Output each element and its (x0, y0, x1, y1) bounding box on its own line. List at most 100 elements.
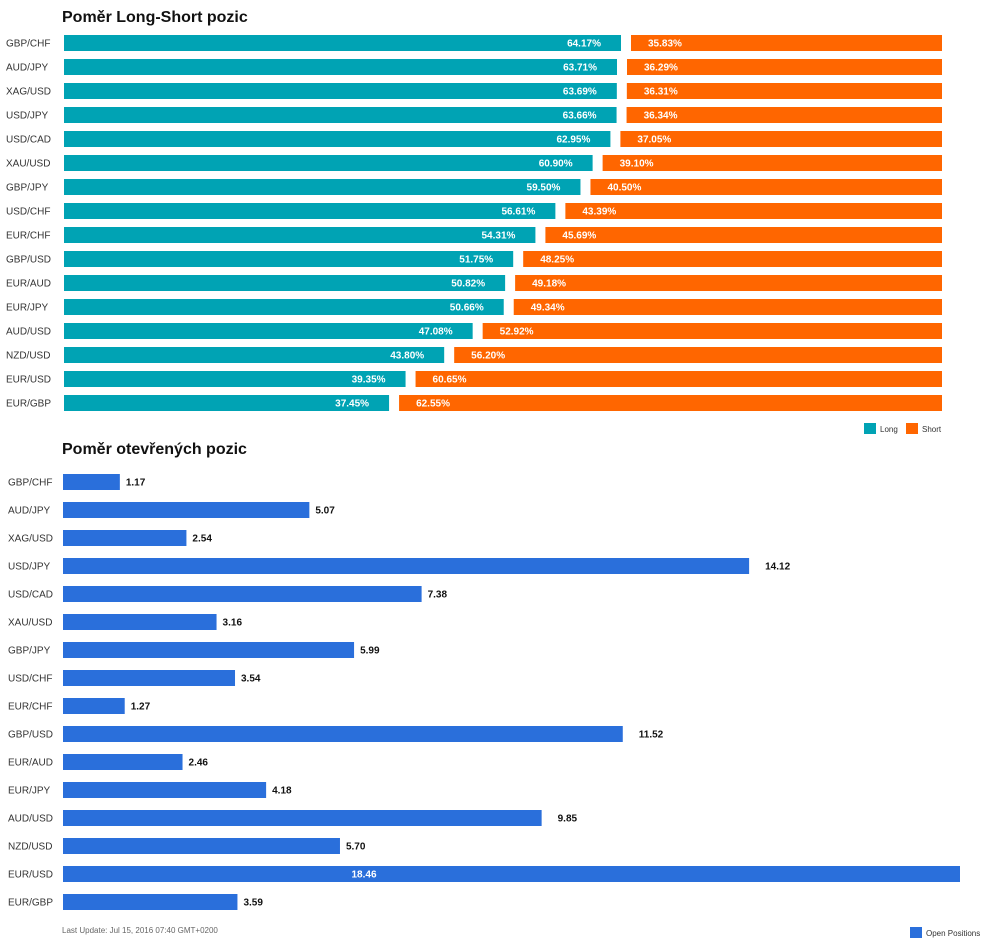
category-label: USD/CHF (6, 207, 50, 218)
short-bar (565, 203, 942, 219)
category-label: USD/CAD (8, 590, 53, 601)
long-bar (64, 299, 504, 315)
category-label: EUR/AUD (6, 279, 51, 290)
open-positions-bar (63, 670, 236, 686)
legend-swatch-short (906, 423, 918, 434)
short-bar (627, 59, 942, 75)
long-value-label: 50.66% (450, 303, 484, 314)
long-value-label: 50.82% (451, 279, 485, 290)
short-value-label: 36.29% (644, 63, 678, 74)
long-bar (64, 107, 617, 123)
bar-value-label: 3.16 (223, 618, 243, 629)
short-value-label: 36.31% (644, 87, 678, 98)
long-short-chart: GBP/CHF 64.17% 35.83% AUD/JPY 63.71% 36.29% XA… (6, 35, 943, 434)
category-label: GBP/USD (6, 255, 51, 266)
short-bar (399, 395, 942, 411)
open-positions-bar (63, 474, 120, 490)
open-positions-bar (63, 530, 187, 546)
bar-value-label: 9.85 (558, 814, 578, 825)
long-bar (64, 275, 506, 291)
category-label: AUD/JPY (6, 63, 49, 74)
category-label: GBP/JPY (6, 183, 49, 194)
long-value-label: 63.66% (563, 111, 597, 122)
bar-value-label: 14.12 (765, 562, 790, 573)
long-bar (64, 59, 618, 75)
category-label: AUD/USD (6, 327, 51, 338)
category-label: EUR/JPY (8, 786, 51, 797)
long-value-label: 51.75% (459, 255, 493, 266)
open-positions-bar (63, 586, 422, 602)
long-value-label: 60.90% (539, 159, 573, 170)
long-bar (64, 395, 390, 411)
short-value-label: 45.69% (562, 231, 596, 242)
short-value-label: 43.39% (582, 207, 616, 218)
short-value-label: 49.18% (532, 279, 566, 290)
bar-value-label: 7.38 (428, 590, 448, 601)
bar-value-label: 3.59 (243, 898, 263, 909)
long-bar (64, 347, 445, 363)
bar-value-label: 11.52 (639, 730, 664, 741)
category-label: EUR/JPY (6, 303, 49, 314)
category-label: NZD/USD (6, 351, 50, 362)
open-positions-bar (63, 698, 125, 714)
short-value-label: 56.20% (471, 351, 505, 362)
long-bar (64, 83, 617, 99)
short-value-label: 48.25% (540, 255, 574, 266)
long-bar (64, 35, 621, 51)
long-value-label: 54.31% (481, 231, 515, 242)
legend-swatch-open-positions (910, 927, 922, 938)
short-value-label: 49.34% (531, 303, 565, 314)
open-positions-bar (63, 642, 355, 658)
category-label: XAU/USD (6, 159, 50, 170)
short-bar (602, 155, 942, 171)
category-label: EUR/GBP (8, 898, 53, 909)
open-positions-bar (63, 782, 267, 798)
bar-value-label: 1.27 (131, 702, 151, 713)
long-value-label: 37.45% (335, 399, 369, 410)
category-label: USD/CAD (6, 135, 51, 146)
long-value-label: 59.50% (527, 183, 561, 194)
open-positions-bar (63, 810, 542, 826)
bar-value-label: 18.46 (352, 870, 377, 881)
category-label: EUR/USD (6, 375, 51, 386)
bar-value-label: 5.70 (346, 842, 366, 853)
open-positions-bar (63, 838, 340, 854)
open-positions-bar (63, 754, 183, 770)
long-value-label: 62.95% (556, 135, 590, 146)
category-label: AUD/JPY (8, 506, 51, 517)
long-bar (64, 251, 514, 267)
bar-value-label: 5.07 (315, 506, 335, 517)
long-value-label: 64.17% (567, 39, 601, 50)
short-bar (630, 35, 942, 51)
long-bar (64, 371, 406, 387)
short-value-label: 40.50% (607, 183, 641, 194)
long-value-label: 43.80% (390, 351, 424, 362)
bar-value-label: 1.17 (126, 478, 146, 489)
open-positions-bar (63, 866, 960, 882)
long-value-label: 47.08% (419, 327, 453, 338)
short-value-label: 60.65% (433, 375, 467, 386)
bar-value-label: 5.99 (360, 646, 380, 657)
short-bar (626, 83, 942, 99)
short-bar (454, 347, 942, 363)
chart-title-long-short: Poměr Long-Short pozic (62, 9, 248, 26)
category-label: XAG/USD (8, 534, 53, 545)
open-positions-bar (63, 558, 750, 574)
category-label: EUR/CHF (6, 231, 50, 242)
category-label: NZD/USD (8, 842, 52, 853)
open-positions-bar (63, 614, 217, 630)
legend-label-long: Long (880, 425, 898, 434)
short-value-label: 36.34% (644, 111, 678, 122)
bar-value-label: 2.54 (192, 534, 212, 545)
short-value-label: 52.92% (500, 327, 534, 338)
long-value-label: 63.71% (563, 63, 597, 74)
long-bar (64, 227, 536, 243)
legend-label-open-positions: Open Positions (926, 929, 980, 938)
category-label: USD/JPY (8, 562, 51, 573)
category-label: GBP/JPY (8, 646, 51, 657)
chart-title-open-positions: Poměr otevřených pozic (62, 441, 247, 458)
long-value-label: 63.69% (563, 87, 597, 98)
short-bar (620, 131, 942, 147)
short-bar (626, 107, 942, 123)
